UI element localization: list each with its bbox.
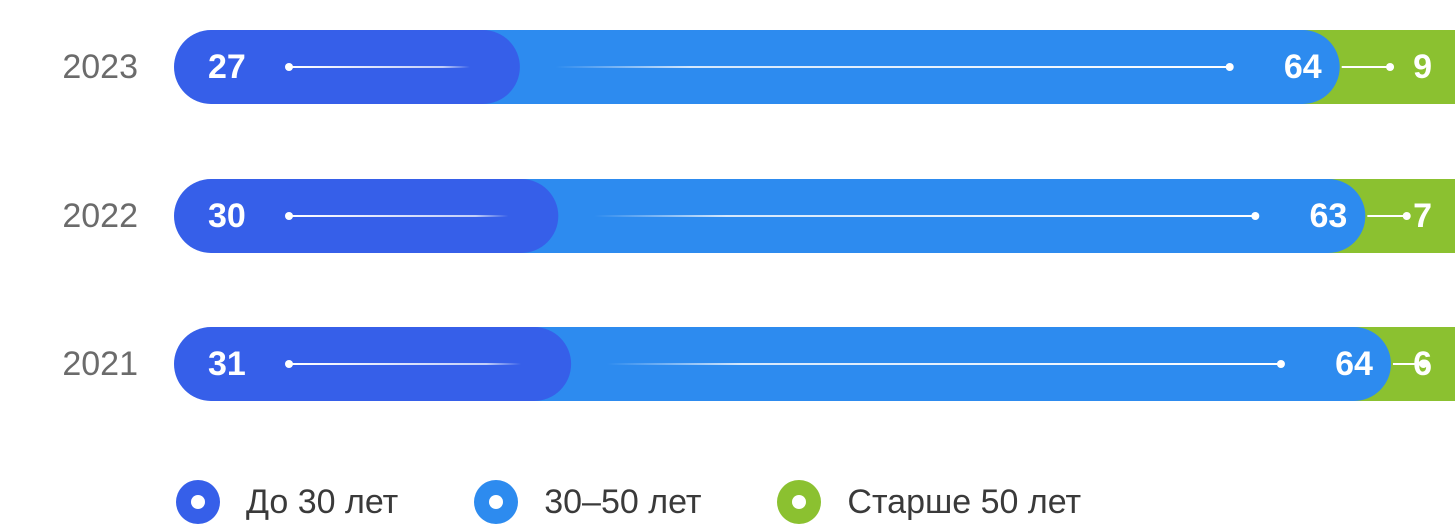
connector-line xyxy=(289,363,522,365)
connector-dot xyxy=(1251,212,1260,220)
data-label-over-50: 9 xyxy=(1413,48,1432,86)
legend: До 30 лет 30–50 лет Старше 50 лет xyxy=(176,478,1157,526)
connector-line xyxy=(594,215,1256,217)
legend-item: До 30 лет xyxy=(176,480,398,524)
connector-dot xyxy=(1402,212,1411,220)
connector-line xyxy=(1392,363,1424,365)
data-label-under-30: 31 xyxy=(208,345,246,383)
legend-marker-icon xyxy=(777,480,822,524)
data-label-30-50: 64 xyxy=(1284,48,1322,86)
data-label-over-50: 7 xyxy=(1413,197,1432,235)
legend-marker-icon xyxy=(474,480,519,524)
data-label-over-50: 6 xyxy=(1413,345,1432,383)
bars-group: 2023 27 64 9 2022 30 63 7 2021 31 64 6 xyxy=(62,30,1455,401)
connector-line xyxy=(555,66,1230,68)
year-label: 2022 xyxy=(62,197,138,235)
connector-line xyxy=(1341,66,1391,68)
legend-item: 30–50 лет xyxy=(474,480,701,524)
connector-dot xyxy=(1276,360,1285,368)
legend-label: До 30 лет xyxy=(246,482,399,521)
connector-line xyxy=(1367,215,1407,217)
connector-line xyxy=(289,66,470,68)
legend-label: 30–50 лет xyxy=(544,482,702,521)
connector-dot xyxy=(1386,63,1395,71)
connector-dot xyxy=(1225,63,1234,71)
legend-item: Старше 50 лет xyxy=(777,480,1081,524)
year-label: 2023 xyxy=(62,48,138,86)
year-label: 2021 xyxy=(62,345,138,383)
legend-marker-icon xyxy=(176,480,220,524)
data-label-under-30: 30 xyxy=(208,197,246,235)
data-label-under-30: 27 xyxy=(208,48,246,86)
data-label-30-50: 64 xyxy=(1335,345,1373,383)
legend-label: Старше 50 лет xyxy=(847,482,1082,521)
connector-line xyxy=(289,215,509,217)
data-label-30-50: 63 xyxy=(1310,197,1348,235)
connector-line xyxy=(607,363,1281,365)
connector-dot xyxy=(1419,360,1428,368)
